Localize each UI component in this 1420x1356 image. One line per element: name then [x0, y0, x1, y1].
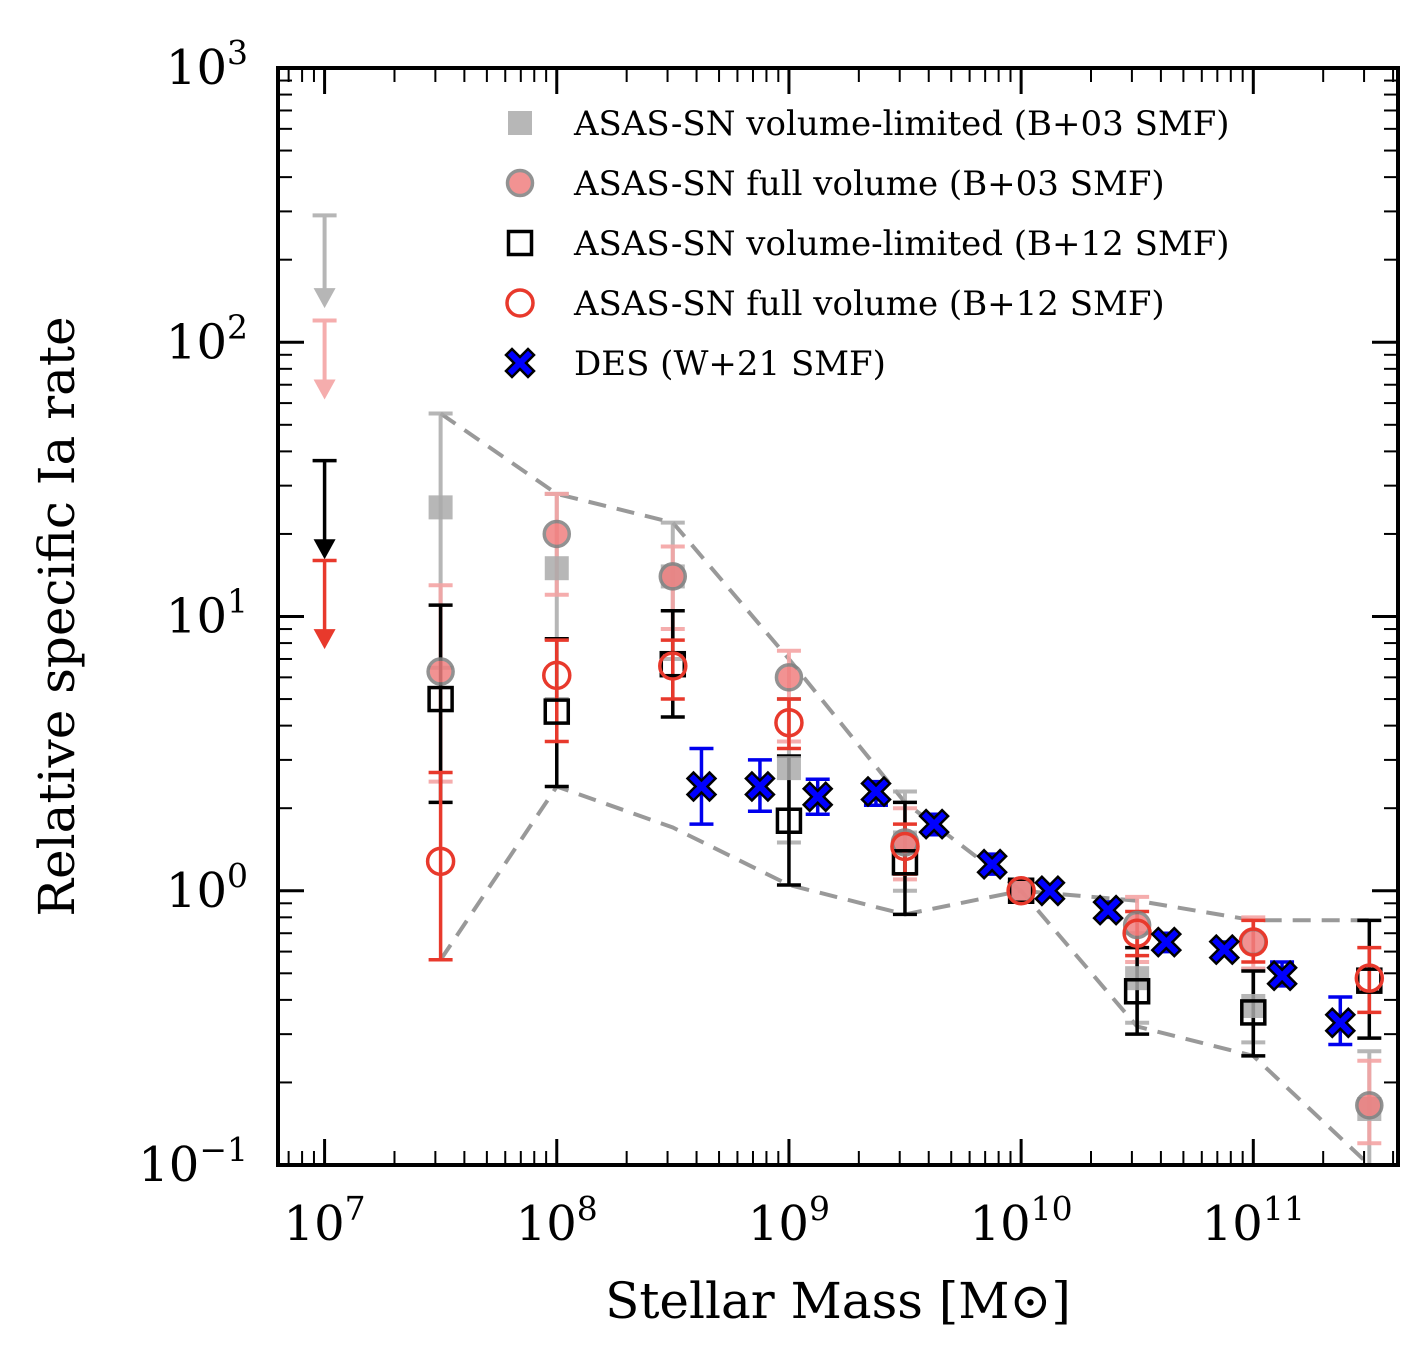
- des-w21-point: [801, 781, 834, 813]
- des-w21-point: [1034, 875, 1066, 907]
- des-w21-point: [1208, 933, 1241, 966]
- legend-marker-asassn-vl-b03: [508, 111, 532, 135]
- asassn-fv-b12-point: [1122, 918, 1152, 948]
- asassn-fv-b12-error-bar: [428, 770, 453, 962]
- asassn-fv-b03-point: [1355, 1091, 1384, 1120]
- asassn-vl-b03-point: [544, 556, 569, 581]
- des-w21-point: [744, 770, 776, 803]
- y-tick-label: 103: [166, 33, 248, 96]
- asassn-vl-b12-point: [775, 807, 803, 834]
- asassn-fv-b12-error-bar: [544, 638, 569, 744]
- asassn-fv-b12-point: [1006, 876, 1036, 906]
- y-tick-label: 102: [166, 307, 248, 370]
- legend-marker-des-w21: [504, 347, 536, 379]
- asassn-vl-b03-point: [776, 756, 801, 781]
- x-tick-label: 1011: [1202, 1189, 1305, 1252]
- x-tick-label: 108: [516, 1189, 598, 1252]
- y-axis-label: Relative specific Ia rate: [28, 316, 86, 916]
- asassn-fv-b03-point: [542, 519, 572, 549]
- tick-labels: 107 108 109 1010 1011 10−1 100 101 102 103: [138, 33, 1305, 1252]
- asassn-fv-b12-upper-limit: [312, 558, 337, 650]
- des-w21-point: [1092, 894, 1124, 926]
- asassn-fv-b12-error-bar: [776, 697, 801, 751]
- x-axis-label: Stellar Mass [M⊙]: [605, 1272, 1071, 1330]
- x-tick-label: 109: [748, 1189, 830, 1252]
- legend: ASAS-SN volume-limited (B+03 SMF) ASAS-SN…: [504, 104, 1230, 384]
- asassn-fv-b03-point: [426, 657, 455, 686]
- asassn-fv-b12-error-bar: [660, 638, 685, 701]
- legend-label-asassn-vl-b03: ASAS-SN volume-limited (B+03 SMF): [573, 104, 1230, 144]
- asassn-fv-b12-point: [542, 660, 572, 691]
- y-tick-label: 100: [166, 856, 248, 919]
- asassn-fv-b12-point: [1354, 963, 1385, 993]
- y-tick-label: 101: [166, 582, 248, 645]
- legend-marker-asassn-vl-b12: [506, 229, 534, 257]
- asassn-vl-b12-point: [543, 698, 571, 725]
- legend-marker-asassn-fv-b12: [505, 288, 535, 318]
- asassn-vl-b12-upper-limit: [312, 458, 337, 560]
- des-w21-point: [1266, 959, 1298, 992]
- plot-frame: [276, 66, 1400, 1167]
- asassn-fv-b12-point: [1238, 927, 1269, 957]
- legend-label-asassn-fv-b12: ASAS-SN full volume (B+12 SMF): [573, 284, 1165, 324]
- asassn-fv-b12-point: [425, 846, 456, 877]
- axis-ticks: [278, 66, 1398, 1167]
- legend-label-des-w21: DES (W+21 SMF): [574, 344, 886, 384]
- error-bars: [428, 411, 1382, 1167]
- asassn-vl-b03-upper-limit: [312, 213, 337, 309]
- asassn-fv-b12-point: [890, 831, 920, 862]
- legend-label-asassn-fv-b03: ASAS-SN full volume (B+03 SMF): [573, 164, 1165, 204]
- x-tick-label: 107: [284, 1189, 366, 1252]
- asassn-fv-b03-point: [658, 562, 688, 591]
- asassn-vl-b12-point: [427, 685, 454, 713]
- upper-limit-arrows: [312, 213, 337, 650]
- x-tick-label: 1010: [970, 1189, 1073, 1252]
- y-tick-label: 10−1: [138, 1130, 248, 1193]
- asassn-vl-b03-point: [428, 495, 453, 520]
- data-markers: [425, 495, 1385, 1122]
- asassn-fv-b12-error-bar: [1357, 945, 1382, 1015]
- asassn-fv-b12-point: [774, 707, 804, 738]
- legend-marker-asassn-fv-b03: [505, 168, 535, 198]
- legend-label-asassn-vl-b12: ASAS-SN volume-limited (B+12 SMF): [573, 224, 1230, 264]
- des-w21-point: [1324, 1007, 1357, 1039]
- asassn-vl-b12-point: [891, 849, 919, 876]
- envelope-lines: [438, 411, 1371, 1167]
- asassn-vl-b12-point: [1240, 999, 1267, 1026]
- asassn-fv-b12-point: [658, 651, 688, 681]
- des-w21-point: [918, 808, 950, 840]
- asassn-fv-b03-point: [1122, 910, 1152, 940]
- asassn-vl-b12-point: [1123, 978, 1151, 1005]
- des-w21-point: [976, 848, 1008, 880]
- des-w21-point: [860, 775, 892, 808]
- asassn-vl-b03-point: [1241, 993, 1266, 1018]
- des-w21-point: [1150, 926, 1183, 958]
- asassn-fv-b03-upper-limit: [312, 318, 337, 400]
- des-w21-point: [685, 770, 718, 803]
- asassn-fv-b03-point: [774, 663, 804, 692]
